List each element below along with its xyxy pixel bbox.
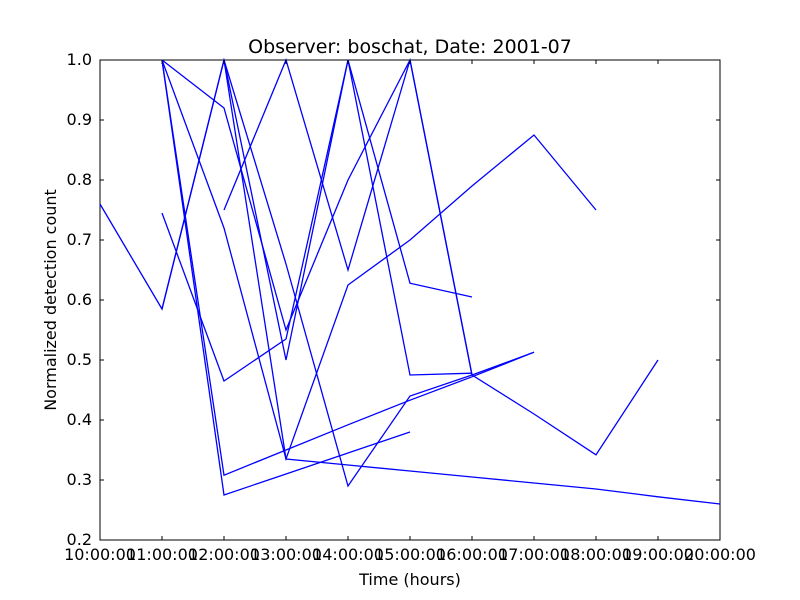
plot-area xyxy=(99,59,721,541)
x-tick-label: 11:00:00 xyxy=(126,545,198,564)
series-line-9 xyxy=(223,59,721,505)
x-tick-label: 13:00:00 xyxy=(250,545,322,564)
x-axis-label: Time (hours) xyxy=(358,570,461,589)
y-tick-label: 0.6 xyxy=(67,290,92,309)
x-tick-label: 10:00:00 xyxy=(64,545,136,564)
y-axis: 0.2 0.3 0.4 0.5 0.6 0.7 0.8 0.9 1.0 xyxy=(67,50,720,549)
y-tick-label: 0.7 xyxy=(67,230,92,249)
x-axis: 10:00:0011:00:0012:00:0013:00:0014:00:00… xyxy=(64,60,756,564)
series-line-5 xyxy=(161,59,411,496)
chart-title: Observer: boschat, Date: 2001-07 xyxy=(248,36,572,58)
y-tick-label: 1.0 xyxy=(67,50,92,69)
y-axis-label: Normalized detection count xyxy=(41,189,60,411)
x-tick-label: 18:00:00 xyxy=(560,545,632,564)
x-tick-label: 17:00:00 xyxy=(498,545,570,564)
series-line-1 xyxy=(99,59,473,361)
x-tick-label: 20:00:00 xyxy=(684,545,756,564)
y-tick-label: 0.3 xyxy=(67,470,92,489)
y-tick-label: 0.4 xyxy=(67,410,92,429)
series-line-8 xyxy=(223,58,659,456)
plot-frame xyxy=(99,59,721,541)
series-line-7 xyxy=(161,59,535,477)
x-tick-label: 14:00:00 xyxy=(312,545,384,564)
series-line-6 xyxy=(161,57,535,488)
series-layer xyxy=(99,57,721,505)
series-line-3 xyxy=(161,58,473,376)
series-line-2 xyxy=(161,59,473,383)
x-tick-label: 16:00:00 xyxy=(436,545,508,564)
series-line-4 xyxy=(161,59,597,462)
x-tick-label: 15:00:00 xyxy=(374,545,446,564)
y-tick-label: 0.9 xyxy=(67,110,92,129)
y-tick-label: 0.2 xyxy=(67,530,92,549)
x-tick-label: 19:00:00 xyxy=(622,545,694,564)
x-tick-label: 12:00:00 xyxy=(188,545,260,564)
y-tick-label: 0.8 xyxy=(67,170,92,189)
y-tick-label: 0.5 xyxy=(67,350,92,369)
